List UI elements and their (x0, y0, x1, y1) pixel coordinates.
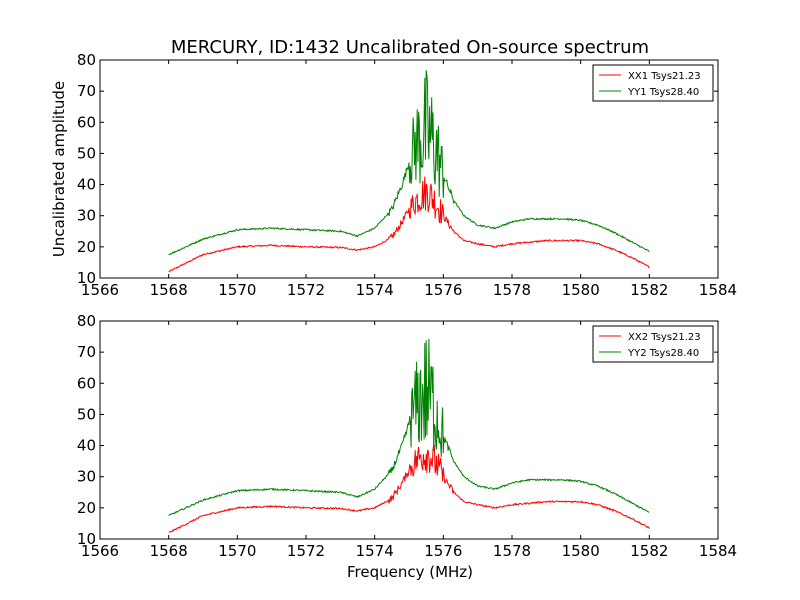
series-line-xx2 (168, 443, 650, 533)
series-line-yy2 (168, 338, 650, 516)
x-tick-label: 1566 (81, 281, 119, 299)
y-axis-label: Uncalibrated amplitude (50, 81, 68, 257)
y-tick-label: 30 (77, 207, 96, 225)
y-tick-label: 70 (77, 343, 96, 361)
chart-title: MERCURY, ID:1432 Uncalibrated On-source … (171, 37, 649, 58)
x-tick-label: 1580 (562, 542, 600, 560)
x-axis-label: Frequency (MHz) (347, 563, 473, 581)
panels: 1566 1568 1570 1572 1574 1576 1578 1580 1582 1584… (77, 51, 737, 560)
plot-frame (99, 320, 719, 540)
panel-1: 1566 1568 1570 1572 1574 1576 1578 1580 1582 1584… (77, 51, 737, 299)
y-tick-label: 10 (77, 530, 96, 548)
y-tick-label: 50 (77, 144, 96, 162)
y-tick-label: 10 (77, 269, 96, 287)
y-tick-label: 30 (77, 468, 96, 486)
x-tick-label: 1566 (81, 542, 119, 560)
x-tick-label: 1580 (562, 281, 600, 299)
x-tick-label: 1570 (218, 542, 256, 560)
legend: XX1 Tsys21.23 YY1 Tsys28.40 (592, 64, 714, 102)
x-tick-label: 1576 (424, 542, 462, 560)
legend-entry: YY2 Tsys28.40 (627, 348, 699, 359)
legend-entry: XX1 Tsys21.23 (628, 71, 701, 82)
y-tick-label: 60 (77, 113, 96, 131)
legend-box (592, 325, 714, 363)
x-tick-label: 1568 (150, 542, 188, 560)
y-tick-label: 40 (77, 437, 96, 455)
x-tick-label: 1572 (287, 281, 325, 299)
x-tick-label: 1578 (493, 542, 531, 560)
legend: XX2 Tsys21.23 YY2 Tsys28.40 (592, 325, 714, 363)
panel-2: 1566 1568 1570 1572 1574 1576 1578 1580 1582 1584… (77, 312, 737, 560)
x-tick-label: 1568 (150, 281, 188, 299)
series-line-xx1 (168, 176, 650, 273)
plot-frame (99, 59, 719, 279)
x-tick-label: 1574 (356, 542, 394, 560)
x-tick-label: 1584 (699, 281, 737, 299)
x-tick-label: 1576 (424, 281, 462, 299)
y-tick-label: 20 (77, 238, 96, 256)
y-tick-label: 60 (77, 374, 96, 392)
legend-entry: YY1 Tsys28.40 (627, 87, 699, 98)
x-tick-label: 1578 (493, 281, 531, 299)
y-tick-label: 50 (77, 405, 96, 423)
x-tick-label: 1570 (218, 281, 256, 299)
x-tick-label: 1572 (287, 542, 325, 560)
y-tick-label: 80 (77, 312, 96, 330)
x-tick-label: 1584 (699, 542, 737, 560)
y-tick-label: 80 (77, 51, 96, 69)
legend-entry: XX2 Tsys21.23 (628, 332, 701, 343)
y-tick-label: 40 (77, 176, 96, 194)
x-tick-label: 1582 (630, 542, 668, 560)
legend-box (592, 64, 714, 102)
x-tick-label: 1582 (630, 281, 668, 299)
x-tick-label: 1574 (356, 281, 394, 299)
series-line-yy1 (168, 70, 650, 256)
y-tick-label: 70 (77, 82, 96, 100)
y-tick-label: 20 (77, 499, 96, 517)
